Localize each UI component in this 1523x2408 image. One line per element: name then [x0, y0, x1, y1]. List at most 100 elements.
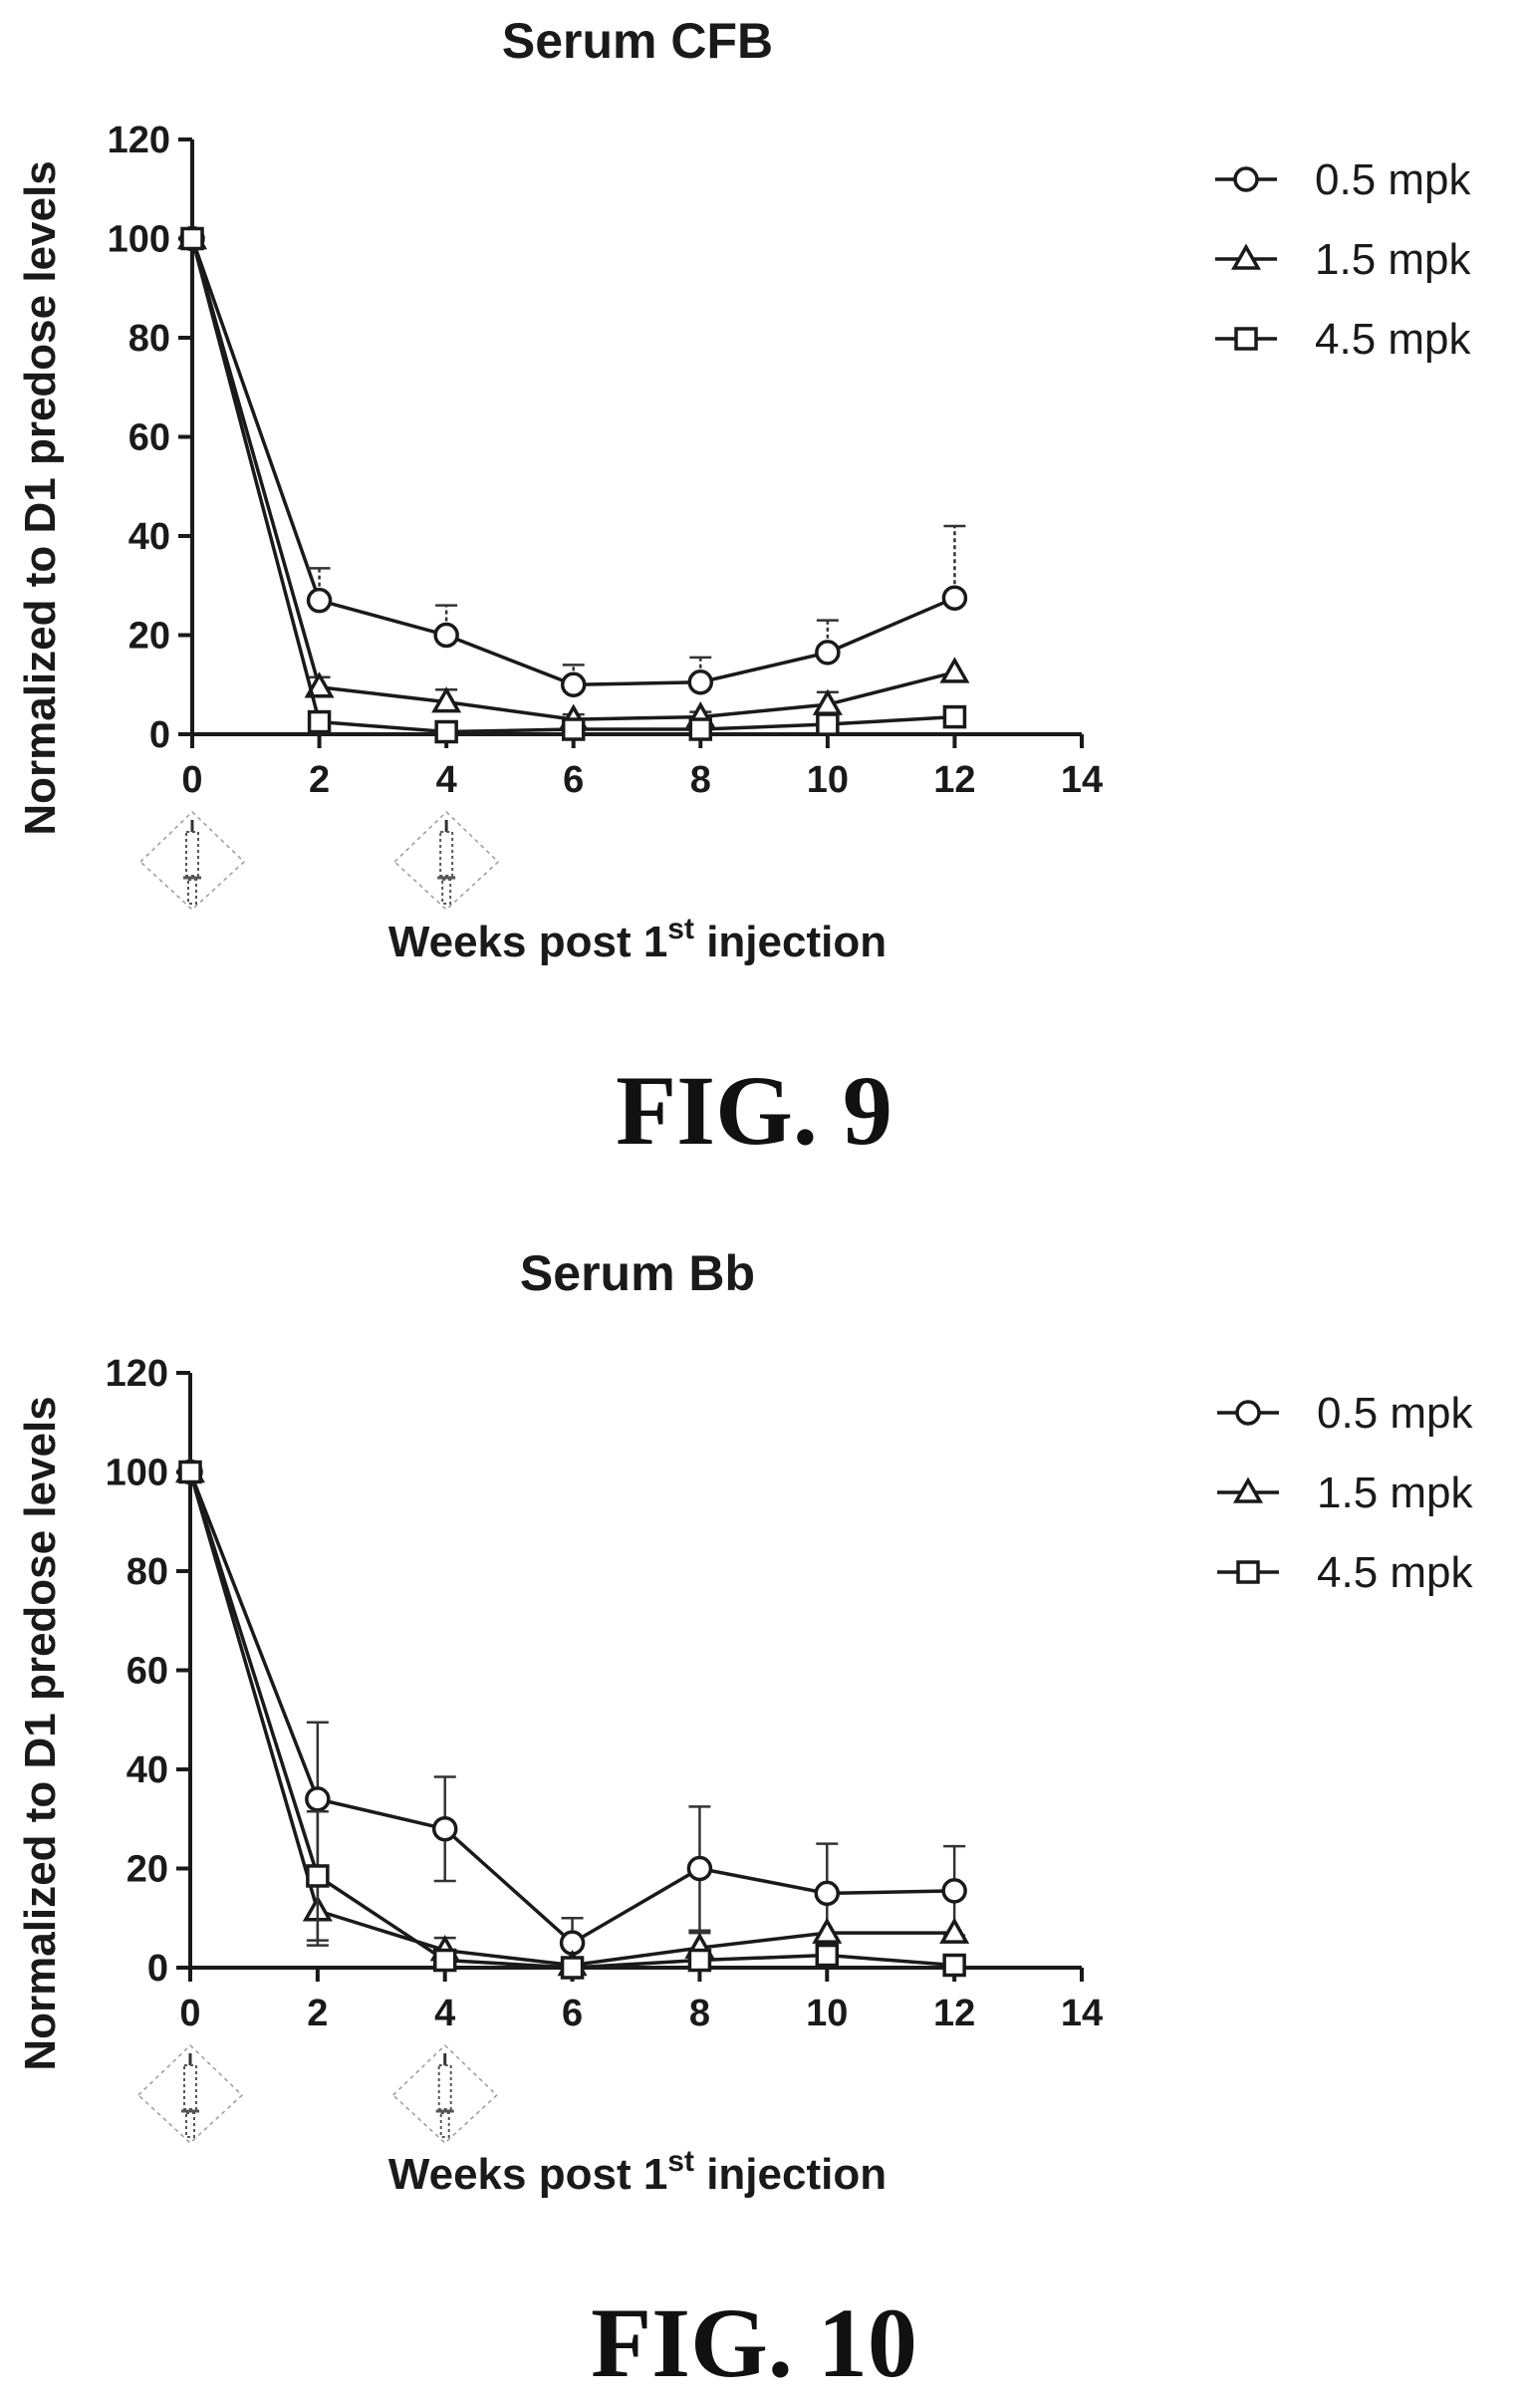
syringe-plunger — [439, 2112, 450, 2138]
data-point — [941, 585, 968, 611]
y-tick-label: 100 — [106, 1453, 168, 1494]
syringe-barrel — [439, 831, 454, 877]
x-tick-label: 0 — [181, 759, 202, 801]
legend-entry: 0.5 mpk — [1217, 1389, 1474, 1438]
legend-label: 4.5 mpk — [1317, 1548, 1474, 1597]
data-point — [816, 712, 840, 736]
syringe-plunger — [187, 879, 197, 905]
series-line — [190, 237, 956, 687]
x-tick-label: 4 — [434, 1993, 455, 2034]
y-tick-label: 60 — [128, 417, 170, 459]
x-axis-title-superscript: st — [667, 913, 694, 945]
x-axis-title-main: Weeks post 1 — [388, 918, 667, 966]
series-circle — [179, 225, 968, 697]
x-tick-label: 2 — [307, 1993, 328, 2034]
x-axis-title-superscript: st — [667, 2145, 694, 2178]
syringe-plunger — [185, 2112, 195, 2138]
error-bar — [943, 524, 966, 599]
legend-marker — [1234, 327, 1258, 351]
data-point — [812, 1917, 843, 1944]
x-tick-label: 6 — [563, 759, 584, 801]
syringe-outline — [136, 2043, 244, 2145]
syringe-outline — [393, 810, 500, 912]
y-tick-label: 0 — [149, 714, 170, 756]
data-point — [939, 1917, 970, 1944]
x-tick-label: 14 — [1061, 759, 1103, 801]
data-point — [942, 1953, 966, 1978]
x-tick-label: 4 — [436, 759, 457, 801]
data-point — [942, 704, 967, 729]
series-triangle — [174, 1456, 970, 1977]
data-point — [688, 717, 713, 741]
legend-entry: 4.5 mpk — [1217, 1548, 1474, 1597]
legend-label: 4.5 mpk — [1315, 315, 1472, 364]
data-point — [434, 719, 458, 744]
legend-marker — [1232, 1476, 1264, 1503]
data-point — [939, 657, 970, 683]
legend-entry: 1.5 mpk — [1215, 235, 1472, 284]
syringe-icon — [391, 2043, 498, 2145]
data-point — [306, 587, 333, 614]
x-axis-title: Weeks post 1st injection — [388, 2145, 887, 2199]
x-tick-label: 10 — [806, 1993, 848, 2034]
y-tick-label: 120 — [106, 1353, 168, 1395]
error-bar — [308, 567, 331, 601]
data-point — [560, 1956, 585, 1980]
x-axis-title-main: Weeks post 1 — [388, 2150, 667, 2199]
data-point — [560, 671, 587, 697]
syringe-outline — [138, 810, 246, 912]
data-point — [180, 226, 204, 251]
data-point — [433, 622, 459, 649]
data-point — [941, 1878, 967, 1904]
data-point — [306, 1864, 330, 1888]
x-tick-label: 8 — [689, 1993, 710, 2034]
plot-area: 0 20 40 60 80 100 120 0 2 4 6 8 10 12 14 — [108, 120, 1103, 912]
y-tick-label: 20 — [128, 616, 170, 658]
series-square — [178, 1460, 966, 1980]
legend-label: 1.5 mpk — [1315, 235, 1472, 284]
data-point — [431, 686, 462, 713]
error-bar — [816, 619, 839, 653]
legend-entry: 0.5 mpk — [1215, 155, 1472, 204]
legend-label: 1.5 mpk — [1317, 1469, 1474, 1517]
data-point — [178, 1460, 202, 1484]
error-bar — [689, 656, 712, 682]
y-tick-label: 120 — [108, 120, 170, 161]
data-point — [305, 1786, 331, 1812]
syringe-barrel — [183, 2064, 197, 2110]
series-square — [180, 226, 967, 744]
x-tick-label: 10 — [807, 759, 849, 801]
y-axis-title: Normalized to D1 predose levels — [16, 160, 65, 835]
syringe-icon — [138, 810, 246, 912]
data-point — [561, 717, 586, 741]
legend-label: 0.5 mpk — [1317, 1389, 1474, 1438]
x-tick-label: 0 — [179, 1993, 200, 2034]
data-point — [686, 1855, 713, 1882]
legend: 0.5 mpk 1.5 mpk 4.5 mpk — [1215, 155, 1472, 364]
x-axis-title-end: injection — [694, 2150, 887, 2199]
y-tick-label: 100 — [108, 219, 170, 261]
series-triangle — [176, 222, 970, 730]
y-tick-label: 40 — [127, 1749, 168, 1791]
data-point — [815, 1943, 840, 1968]
series-line — [190, 238, 955, 734]
data-point — [304, 671, 335, 698]
series-circle — [177, 1459, 967, 1956]
x-tick-label: 12 — [933, 759, 975, 801]
error-bar — [435, 604, 458, 636]
chart-serum-bb: Serum Bb 0 20 40 60 80 100 120 0 2 4 6 8 10 12 14 Norm… — [16, 1245, 1474, 2199]
legend-marker — [1235, 1400, 1261, 1426]
x-tick-label: 6 — [562, 1993, 583, 2034]
data-point — [431, 1815, 458, 1842]
data-point — [687, 1948, 712, 1973]
data-point — [307, 709, 332, 734]
x-axis-title-end: injection — [694, 918, 887, 966]
chart-serum-cfb: Serum CFB 0 20 40 60 80 100 120 0 2 4 6 8 10 12 14 Nor… — [16, 13, 1472, 966]
x-tick-label: 8 — [690, 759, 711, 801]
data-point — [815, 640, 841, 666]
legend-marker — [1230, 243, 1262, 270]
y-tick-label: 80 — [128, 318, 170, 360]
syringe-icon — [393, 810, 500, 912]
syringe-plunger — [441, 879, 452, 905]
series-line — [188, 1472, 955, 1968]
